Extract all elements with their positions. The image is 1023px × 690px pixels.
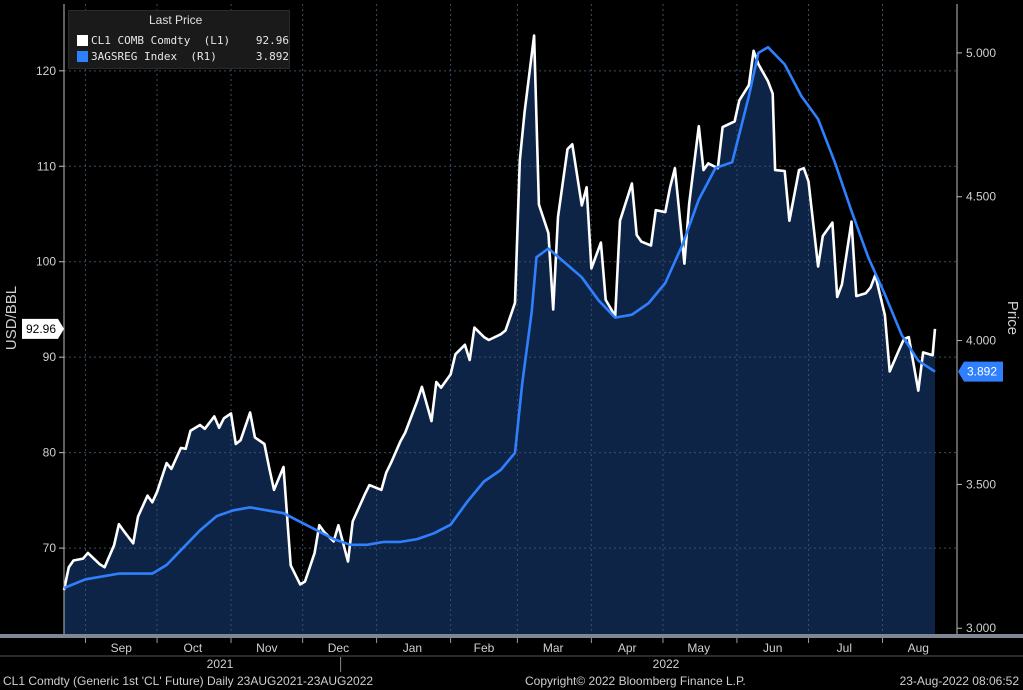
left-tick-label: 100	[36, 255, 56, 269]
legend-swatch-white	[77, 34, 88, 46]
right-tick-label: 3.000	[966, 621, 996, 635]
legend-item-3agsreg[interactable]: 3AGSREG Index (R1) 3.892	[77, 49, 289, 63]
legend-item-cl1[interactable]: CL1 COMB Comdty (L1) 92.96	[77, 33, 289, 47]
legend-item-name: CL1 COMB Comdty (L1)	[91, 33, 231, 47]
legend-item-value: 92.96	[255, 33, 289, 47]
right-last-value-tag	[958, 361, 1003, 382]
axes	[0, 4, 1023, 672]
bottom-axis-bar	[0, 634, 1023, 638]
left-tick-label: 70	[43, 541, 57, 555]
3agsreg-price-line	[63, 45, 936, 590]
month-label: Nov	[256, 641, 277, 655]
month-label: Jan	[403, 641, 422, 655]
month-label: Feb	[474, 641, 495, 655]
month-label: Jun	[763, 641, 782, 655]
left-last-value-text: 92.96	[26, 322, 56, 336]
left-tick-label: 120	[36, 64, 56, 78]
footer-copyright: Copyright© 2022 Bloomberg Finance L.P.	[525, 674, 746, 688]
left-axis-title: USD/BBL	[3, 286, 20, 350]
left-last-value-tag	[22, 318, 64, 339]
legend-swatch-blue	[77, 50, 88, 62]
cl1-price-line	[62, 34, 937, 591]
right-tick-label: 5.000	[966, 46, 996, 60]
footer-timestamp: 23-Aug-2022 08:06:52	[899, 674, 1019, 688]
legend-item-value: 3.892	[255, 49, 289, 63]
month-label: Jul	[837, 641, 852, 655]
left-tick-label: 80	[43, 446, 57, 460]
month-label: May	[687, 641, 710, 655]
footer-source: CL1 Comdty (Generic 1st 'CL' Future) Dai…	[3, 674, 374, 688]
right-tick-label: 4.500	[966, 190, 996, 204]
right-tick-label: 4.000	[966, 334, 996, 348]
month-label: Mar	[543, 641, 564, 655]
left-tick-label: 110	[37, 159, 56, 173]
legend-title: Last Price	[149, 13, 203, 27]
month-label: Sep	[111, 641, 133, 655]
series-lines	[62, 34, 937, 591]
legend: Last Price CL1 COMB Comdty (L1) 92.96 3A…	[68, 10, 290, 69]
right-axis-title: Price	[1004, 301, 1021, 335]
year-label: 2022	[653, 657, 680, 671]
month-label: Oct	[184, 641, 203, 655]
month-label: Apr	[618, 641, 637, 655]
right-last-value-text: 3.892	[967, 365, 997, 379]
left-tick-label: 90	[43, 350, 57, 364]
area-layer	[64, 35, 935, 634]
area-fill	[64, 35, 935, 634]
month-label: Aug	[908, 641, 929, 655]
month-label: Dec	[328, 641, 349, 655]
right-tick-label: 3.500	[966, 477, 996, 491]
axis-labels: 70 80 90 100 110 120 3.000 3.500 4.000 4.500 5.000…	[3, 46, 1021, 671]
gridlines	[64, 4, 957, 634]
legend-item-name: 3AGSREG Index (R1)	[91, 49, 217, 63]
year-label: 2021	[207, 657, 234, 671]
